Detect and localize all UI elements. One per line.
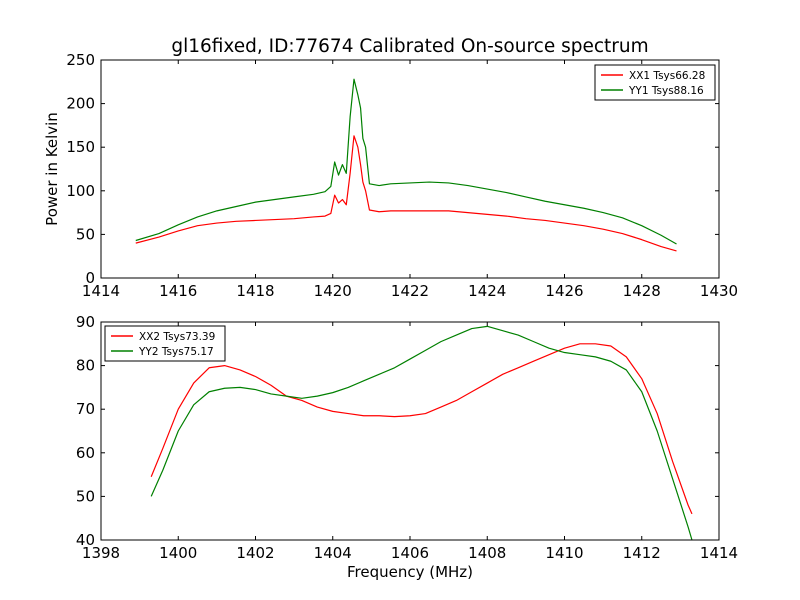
y-tick-label: 100 <box>66 182 95 200</box>
x-tick-label: 1414 <box>700 544 738 562</box>
y-tick-label: 90 <box>76 313 95 331</box>
y-axis-label: Power in Kelvin <box>43 112 61 226</box>
x-tick-label: 1414 <box>82 282 120 300</box>
x-tick-label: 1404 <box>314 544 352 562</box>
series-line-2 <box>135 78 677 245</box>
y-tick-label: 0 <box>85 269 95 287</box>
x-tick-label: 1398 <box>82 544 120 562</box>
series-line-1 <box>135 135 677 252</box>
x-tick-label: 1412 <box>623 544 661 562</box>
legend: XX1 Tsys66.28 YY1 Tsys88.16 <box>594 64 716 101</box>
x-tick-label: 1416 <box>159 282 197 300</box>
chart-panel-1: 1414 1416 1418 1420 1422 1424 1426 1428 1430 0 50 1… <box>43 51 738 300</box>
x-tick-label: 1420 <box>314 282 352 300</box>
chart-panel-2: 1398 1400 1402 1404 1406 1408 1410 1412 1414 40 50… <box>76 313 738 581</box>
legend-label-2: YY1 Tsys88.16 <box>628 85 704 97</box>
y-tick-label: 200 <box>66 95 95 113</box>
y-tick-label: 50 <box>76 225 95 243</box>
y-tick-label: 60 <box>76 444 95 462</box>
legend: XX2 Tsys73.39 YY2 Tsys75.17 <box>104 325 226 362</box>
x-tick-label: 1406 <box>391 544 429 562</box>
legend-label-2: YY2 Tsys75.17 <box>138 346 214 358</box>
charts-container: 1414 1416 1418 1420 1422 1424 1426 1428 14300501… <box>43 51 738 581</box>
x-axis-label: Frequency (MHz) <box>347 563 473 581</box>
x-tick-label: 1410 <box>545 544 583 562</box>
x-tick-label: 1418 <box>236 282 274 300</box>
legend-label-1: XX2 Tsys73.39 <box>139 331 215 343</box>
x-tick-label: 1402 <box>236 544 274 562</box>
legend-label-1: XX1 Tsys66.28 <box>629 70 705 82</box>
y-tick-label: 70 <box>76 400 95 418</box>
series-line-1 <box>150 343 693 515</box>
x-tick-label: 1428 <box>623 282 661 300</box>
legend-box <box>104 325 226 362</box>
y-tick-label: 50 <box>76 487 95 505</box>
x-tick-label: 1426 <box>545 282 583 300</box>
x-tick-label: 1424 <box>468 282 506 300</box>
figure-title: gl16fixed, ID:77674 Calibrated On-source… <box>171 36 648 57</box>
y-tick-label: 40 <box>76 531 95 549</box>
y-tick-label: 80 <box>76 357 95 375</box>
legend-box <box>594 64 716 101</box>
y-tick-label: 150 <box>66 138 95 156</box>
x-tick-label: 1430 <box>700 282 738 300</box>
series-line-2 <box>150 325 693 541</box>
x-tick-label: 1408 <box>468 544 506 562</box>
x-tick-label: 1422 <box>391 282 429 300</box>
y-tick-label: 250 <box>66 51 95 69</box>
x-tick-label: 1400 <box>159 544 197 562</box>
